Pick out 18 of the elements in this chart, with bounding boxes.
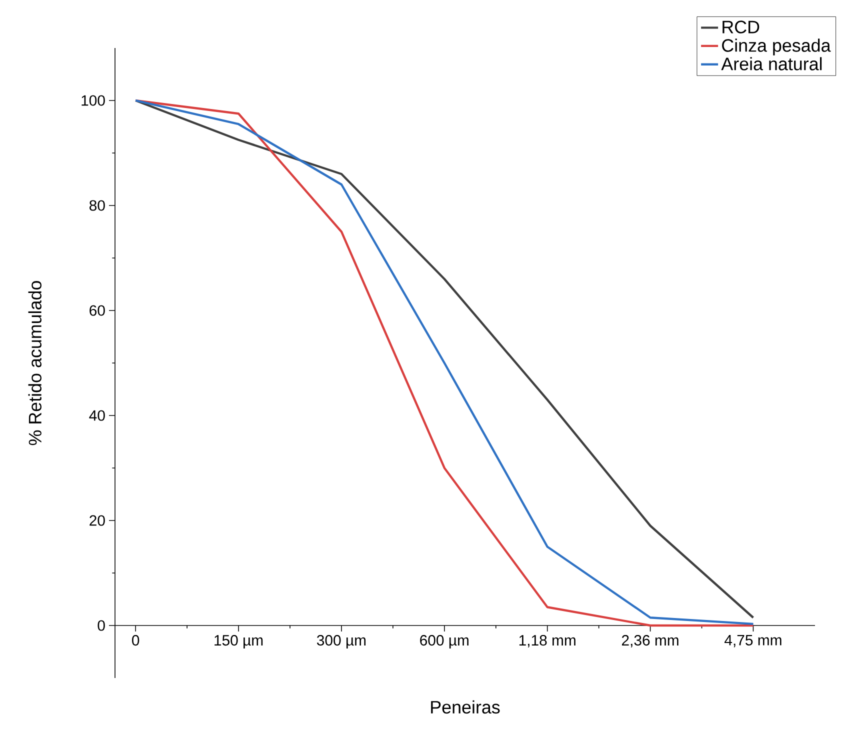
y-tick-label: 20 [90, 515, 105, 526]
y-tick-label: 40 [89, 410, 105, 421]
y-tick-label: 60 [90, 305, 105, 316]
legend-label: RCD [722, 20, 760, 34]
y-tick-label: 100 [82, 95, 105, 106]
x-tick-label: 1,18 mm [519, 635, 576, 648]
x-axis-title: Peneiras [431, 700, 500, 714]
legend-label: Cinza pesada [722, 38, 831, 56]
x-tick-label: 4,75 mm [724, 635, 782, 648]
x-tick-label: 600 µm [420, 635, 468, 649]
x-tick-label: 0 [132, 635, 140, 646]
x-tick-label: 2,36 mm [622, 635, 678, 648]
y-tick-label: 0 [98, 620, 105, 631]
legend-label: Areia natural [721, 57, 822, 70]
y-tick-label: 80 [90, 200, 105, 211]
x-tick-label: 300 µm [316, 635, 366, 649]
y-axis-title: % Retido acumulado [28, 281, 42, 446]
x-tick-label: 150 µm [214, 635, 263, 649]
